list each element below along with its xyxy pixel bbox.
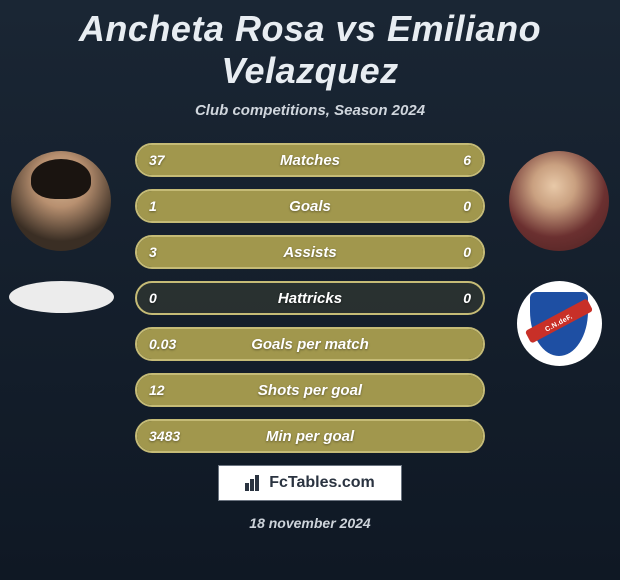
stat-value-right: 0 [463, 237, 471, 267]
page-title: Ancheta Rosa vs Emiliano Velazquez [0, 0, 620, 92]
stat-value-right: 6 [463, 145, 471, 175]
stat-label: Shots per goal [137, 375, 483, 405]
player-left-column [6, 143, 116, 313]
stat-label: Matches [137, 145, 483, 175]
player-right-column: C.N.deF. [504, 143, 614, 366]
stat-label: Goals per match [137, 329, 483, 359]
player-left-club-badge [9, 281, 114, 313]
date-label: 18 november 2024 [0, 515, 620, 531]
stat-row: 0.03Goals per match [135, 327, 485, 361]
stat-label: Assists [137, 237, 483, 267]
player-right-avatar [509, 151, 609, 251]
stat-row: 3Assists0 [135, 235, 485, 269]
stat-row: 37Matches6 [135, 143, 485, 177]
player-left-avatar [11, 151, 111, 251]
chart-icon [245, 475, 263, 491]
stat-value-right: 0 [463, 191, 471, 221]
stat-row: 12Shots per goal [135, 373, 485, 407]
stat-row: 0Hattricks0 [135, 281, 485, 315]
stat-label: Hattricks [137, 283, 483, 313]
club-shield: C.N.deF. [530, 292, 588, 356]
comparison-panel: C.N.deF. 37Matches61Goals03Assists00Hatt… [0, 143, 620, 453]
stat-row: 1Goals0 [135, 189, 485, 223]
footer: FcTables.com [0, 465, 620, 501]
stat-value-right: 0 [463, 283, 471, 313]
brand-text: FcTables.com [269, 474, 375, 492]
stat-label: Min per goal [137, 421, 483, 451]
player-right-club-badge: C.N.deF. [517, 281, 602, 366]
subtitle: Club competitions, Season 2024 [0, 102, 620, 119]
stat-row: 3483Min per goal [135, 419, 485, 453]
stat-label: Goals [137, 191, 483, 221]
stats-list: 37Matches61Goals03Assists00Hattricks00.0… [135, 143, 485, 453]
club-shield-text: C.N.deF. [544, 313, 574, 333]
brand-badge: FcTables.com [218, 465, 402, 501]
